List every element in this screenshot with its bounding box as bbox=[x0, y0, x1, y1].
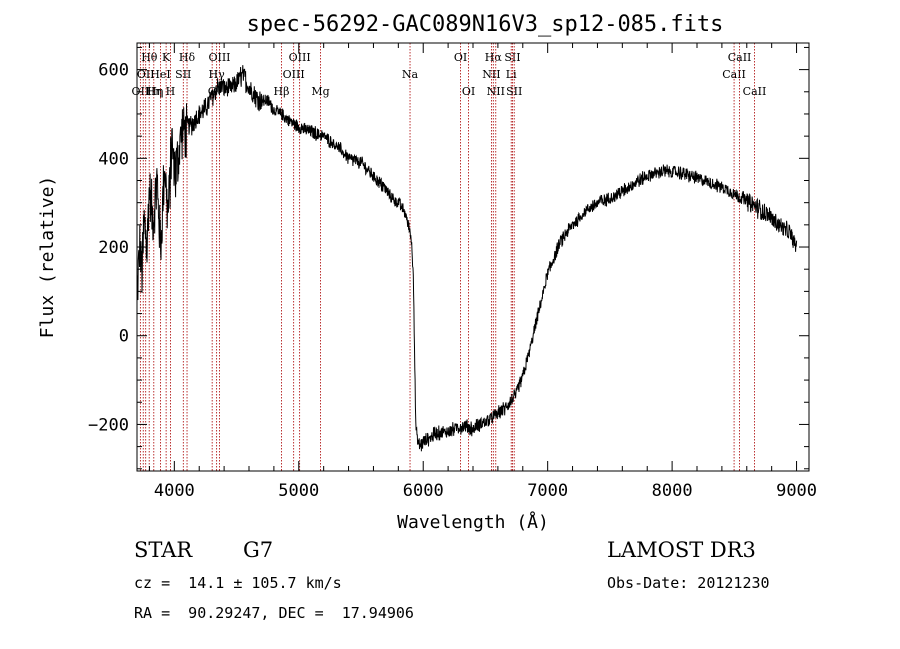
line-marker-label: SII bbox=[504, 51, 520, 64]
y-tick-label: −200 bbox=[88, 415, 129, 435]
y-tick-label: 400 bbox=[98, 149, 129, 169]
line-marker-label: H bbox=[166, 85, 176, 98]
line-marker-label: OI bbox=[462, 85, 475, 98]
line-marker-label: OIII bbox=[283, 68, 305, 81]
chart-title: spec-56292-GAC089N16V3_sp12-085.fits bbox=[247, 12, 724, 37]
survey-name: LAMOST DR3 bbox=[607, 538, 756, 562]
line-marker-label: OI bbox=[454, 51, 467, 64]
line-marker-label: OII bbox=[137, 68, 155, 81]
y-tick-label: 600 bbox=[98, 61, 129, 81]
y-tick-label: 0 bbox=[119, 327, 129, 347]
y-axis-label: Flux (relative) bbox=[37, 176, 58, 339]
x-tick-label: 4000 bbox=[154, 481, 195, 501]
line-marker-label: Mg bbox=[311, 85, 329, 98]
line-marker-label: Hη bbox=[147, 85, 163, 98]
line-marker-label: NII bbox=[482, 68, 500, 81]
line-marker-label: Hδ bbox=[179, 51, 196, 64]
x-tick-label: 6000 bbox=[403, 481, 444, 501]
line-marker-label: HeI bbox=[150, 68, 170, 81]
spectrum-line bbox=[136, 65, 798, 452]
line-marker-label: Hα bbox=[485, 51, 503, 64]
line-marker-label: Hγ bbox=[209, 68, 226, 81]
line-marker-label: OIII bbox=[208, 51, 230, 64]
spectral-subclass: G7 bbox=[243, 538, 274, 562]
redshift-velocity: cz = 14.1 ± 105.7 km/s bbox=[134, 574, 342, 592]
line-marker-label: SII bbox=[506, 85, 522, 98]
line-marker-label: CaII bbox=[743, 85, 767, 98]
x-axis-label: Wavelength (Å) bbox=[397, 511, 549, 533]
line-marker-label: Hβ bbox=[274, 85, 290, 98]
line-marker-label: K bbox=[162, 51, 171, 64]
sky-coordinates: RA = 90.29247, DEC = 17.94906 bbox=[134, 604, 414, 622]
line-marker-label: OIII bbox=[289, 51, 311, 64]
line-marker-label: Li bbox=[506, 68, 517, 81]
line-marker-label: NII bbox=[487, 85, 505, 98]
x-tick-label: 9000 bbox=[776, 481, 817, 501]
line-marker-label: CaII bbox=[722, 68, 746, 81]
line-marker-label: Hη bbox=[146, 85, 162, 98]
x-tick-label: 7000 bbox=[527, 481, 568, 501]
object-type: STAR bbox=[134, 538, 193, 562]
y-tick-label: 200 bbox=[98, 238, 129, 258]
line-marker-label: SII bbox=[175, 68, 191, 81]
line-marker-label: Na bbox=[402, 68, 419, 81]
line-marker-label: Hθ bbox=[141, 51, 158, 64]
observation-date: Obs-Date: 20121230 bbox=[607, 574, 770, 592]
line-marker-label: CaII bbox=[728, 51, 752, 64]
plot-frame bbox=[136, 42, 810, 472]
x-tick-label: 5000 bbox=[278, 481, 319, 501]
x-tick-label: 8000 bbox=[652, 481, 693, 501]
